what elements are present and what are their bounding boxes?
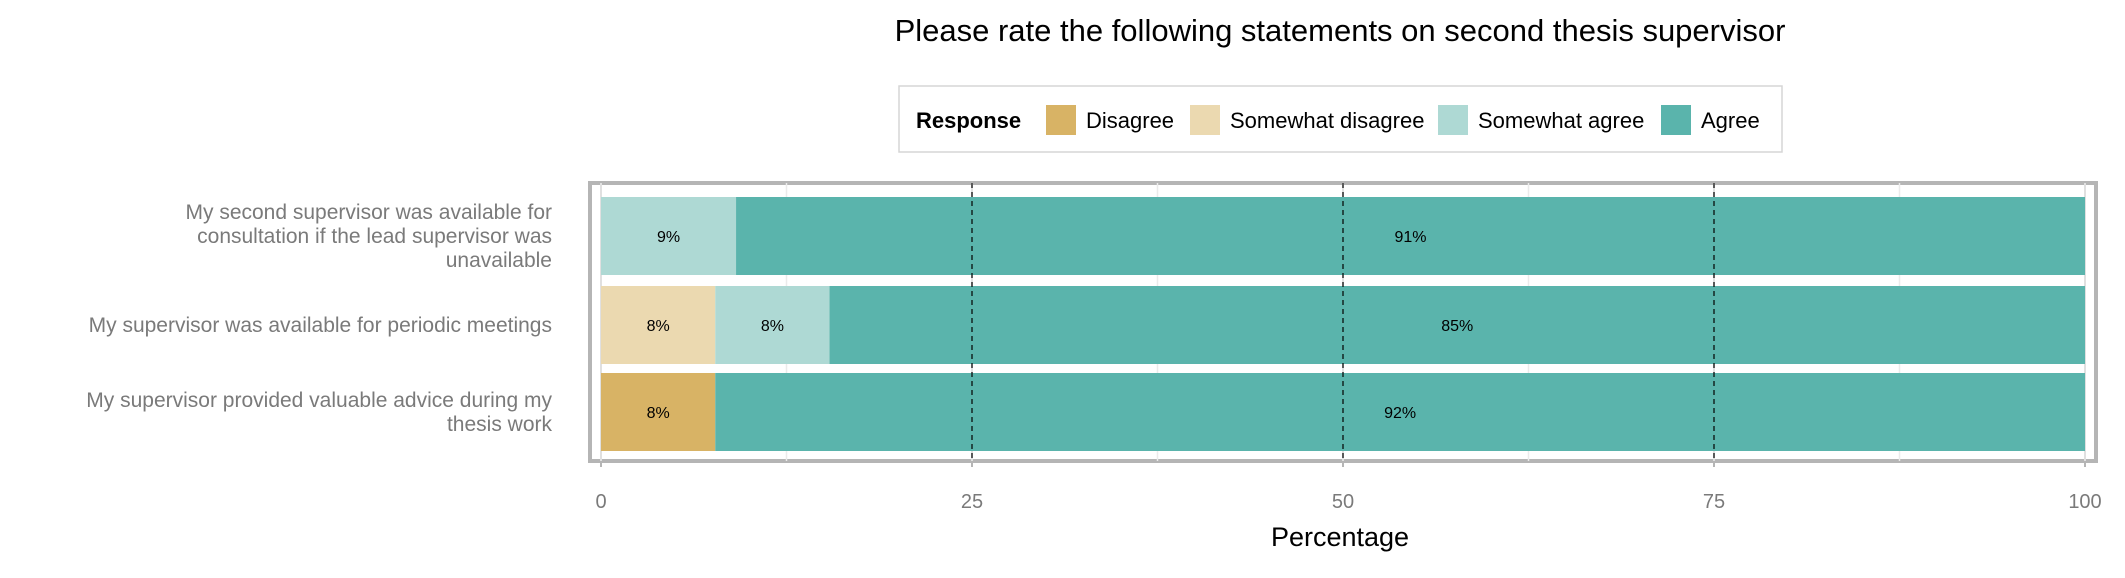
bar-segment-somewhat-agree xyxy=(715,286,830,364)
data-label: 8% xyxy=(647,318,670,335)
legend-item: Agree xyxy=(1661,105,1760,135)
legend: Response Disagree Somewhat disagree Somewha… xyxy=(898,85,1783,153)
bar-segment-somewhat-agree xyxy=(601,197,737,275)
legend-swatch xyxy=(1190,105,1220,135)
data-label: 8% xyxy=(761,318,784,335)
category-label: unavailable xyxy=(446,249,552,272)
x-tick-label: 100 xyxy=(2068,491,2101,513)
chart-title: Please rate the following statements on … xyxy=(895,13,1786,48)
legend-item: Disagree xyxy=(1046,105,1174,135)
legend-item: Somewhat disagree xyxy=(1190,105,1424,135)
category-label: My second supervisor was available for xyxy=(186,201,553,224)
data-label: 91% xyxy=(1395,229,1427,246)
bar-row xyxy=(601,197,2086,275)
legend-label: Somewhat disagree xyxy=(1230,108,1424,133)
bar-row xyxy=(601,286,2085,364)
x-axis: 0 25 50 75 100 xyxy=(595,461,2102,513)
data-label: 85% xyxy=(1441,318,1473,335)
category-label: My supervisor provided valuable advice d… xyxy=(86,389,552,412)
category-label: consultation if the lead supervisor was xyxy=(197,225,552,248)
bar-row xyxy=(601,373,2085,451)
x-tick-label: 50 xyxy=(1332,491,1354,513)
x-tick-label: 0 xyxy=(595,491,606,513)
plot-area: 9% 91% 8% 8% 85% 8% 92% My second supervisor wa… xyxy=(86,181,2098,463)
legend-title: Response xyxy=(916,108,1021,133)
bar-segment-agree xyxy=(736,197,2086,275)
bar-segment-agree xyxy=(715,373,2085,451)
legend-item: Somewhat agree xyxy=(1438,105,1644,135)
legend-swatch xyxy=(1661,105,1691,135)
legend-label: Somewhat agree xyxy=(1478,108,1644,133)
category-label: thesis work xyxy=(447,413,553,436)
x-tick-label: 75 xyxy=(1703,491,1725,513)
legend-label: Disagree xyxy=(1086,108,1174,133)
category-label: My supervisor was available for periodic… xyxy=(89,314,552,337)
bar-segment-somewhat-disagree xyxy=(601,286,716,364)
legend-swatch xyxy=(1438,105,1468,135)
data-label: 92% xyxy=(1384,405,1416,422)
legend-swatch xyxy=(1046,105,1076,135)
bar-segment-disagree xyxy=(601,373,716,451)
x-tick-label: 25 xyxy=(961,491,983,513)
bar-segment-agree xyxy=(829,286,2085,364)
x-axis-title: Percentage xyxy=(1271,522,1409,552)
legend-label: Agree xyxy=(1701,108,1760,133)
data-label: 9% xyxy=(657,229,680,246)
data-label: 8% xyxy=(647,405,670,422)
